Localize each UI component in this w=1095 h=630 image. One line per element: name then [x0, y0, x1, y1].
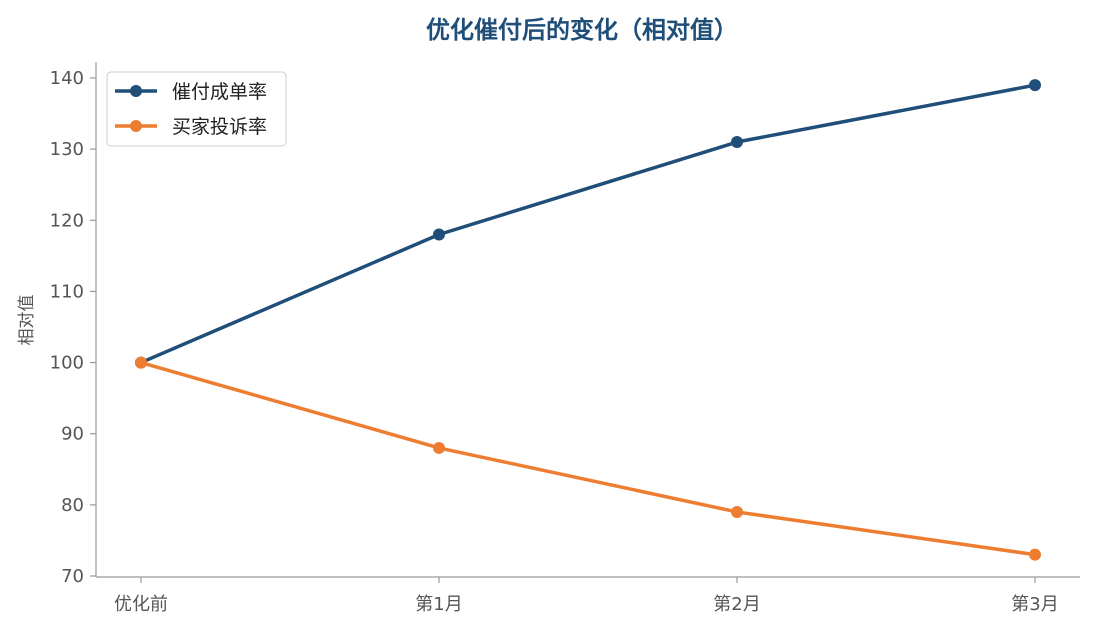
y-tick-label: 130 [50, 139, 84, 160]
y-tick-label: 100 [50, 353, 84, 374]
data-point [135, 356, 147, 369]
y-tick-label: 90 [61, 424, 84, 445]
data-point [433, 441, 445, 454]
legend-label: 买家投诉率 [172, 116, 267, 138]
legend-swatch-marker [130, 85, 142, 97]
data-point [1029, 548, 1041, 561]
axes: 70 80 90 100 110 120 130 140 优化前 第1月 第2月 第3月 [50, 62, 1080, 615]
data-point [1029, 79, 1041, 92]
y-tick-label: 110 [50, 281, 84, 302]
data-point [731, 136, 743, 149]
x-tick-label: 优化前 [114, 594, 168, 615]
legend-label: 催付成单率 [172, 81, 267, 103]
y-tick-label: 80 [61, 495, 84, 516]
data-point [433, 228, 445, 241]
x-tick-label: 第1月 [415, 594, 462, 615]
y-tick-label: 120 [50, 210, 84, 231]
x-tick-label: 第3月 [1011, 594, 1058, 615]
series-line [139, 83, 1037, 365]
series-2 [135, 356, 1041, 561]
y-tick-label: 140 [50, 68, 84, 89]
x-tick-label: 第2月 [713, 594, 760, 615]
chart-title: 优化催付后的变化（相对值） [426, 16, 738, 44]
data-point [731, 505, 743, 518]
series-layer [135, 79, 1041, 561]
y-tick-label: 70 [61, 566, 84, 587]
y-axis-label: 相对值 [17, 295, 37, 346]
series-line [139, 360, 1037, 557]
legend-swatch-marker [130, 120, 142, 132]
